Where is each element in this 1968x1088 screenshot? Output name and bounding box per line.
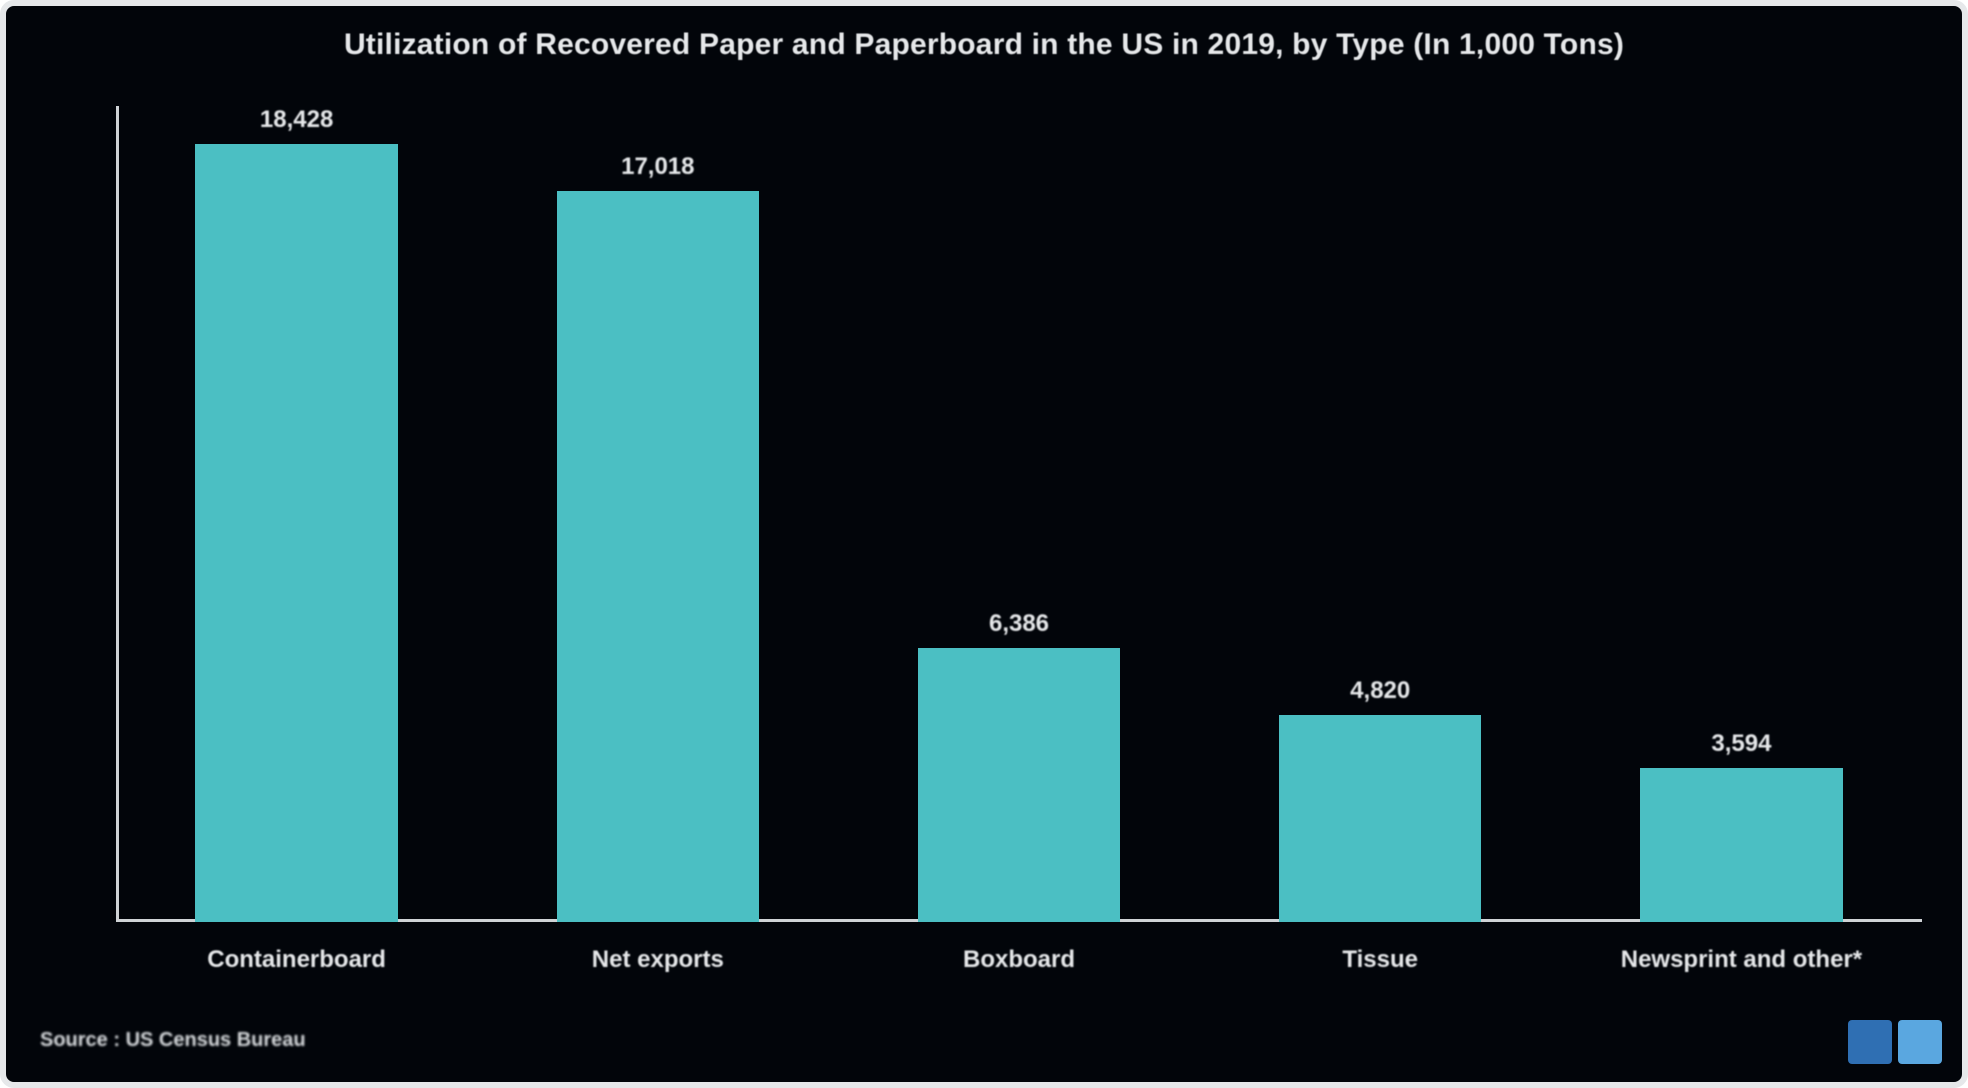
bar-rect [918, 648, 1120, 922]
brand-logo [1848, 1020, 1942, 1064]
logo-square-left [1848, 1020, 1892, 1064]
bar-value-label: 17,018 [621, 153, 694, 181]
bar-value-label: 3,594 [1711, 730, 1771, 758]
x-category-label: Newsprint and other* [1561, 946, 1922, 974]
bar-value-label: 18,428 [260, 106, 333, 134]
bar-value-label: 6,386 [989, 610, 1049, 638]
x-category-label: Boxboard [838, 946, 1199, 974]
x-labels-row: ContainerboardNet exportsBoxboardTissueN… [116, 946, 1922, 974]
x-category-label: Tissue [1200, 946, 1561, 974]
bar-slot: 3,594 [1561, 106, 1922, 922]
logo-square-right [1898, 1020, 1942, 1064]
x-category-label: Containerboard [116, 946, 477, 974]
bar-slot: 6,386 [838, 106, 1199, 922]
bar-value-label: 4,820 [1350, 677, 1410, 705]
bar-slot: 4,820 [1200, 106, 1561, 922]
bar-rect [1279, 715, 1481, 922]
chart-title: Utilization of Recovered Paper and Paper… [6, 28, 1962, 62]
plot-area: 18,428 17,018 6,386 4,820 3,594 [116, 106, 1922, 922]
bar-slot: 18,428 [116, 106, 477, 922]
bar-rect [1640, 768, 1842, 922]
x-category-label: Net exports [477, 946, 838, 974]
source-text: Source : US Census Bureau [40, 1029, 306, 1052]
bar-rect [195, 144, 397, 922]
chart-frame: Utilization of Recovered Paper and Paper… [0, 0, 1968, 1088]
bars-container: 18,428 17,018 6,386 4,820 3,594 [116, 106, 1922, 922]
bar-rect [557, 191, 759, 922]
bar-slot: 17,018 [477, 106, 838, 922]
